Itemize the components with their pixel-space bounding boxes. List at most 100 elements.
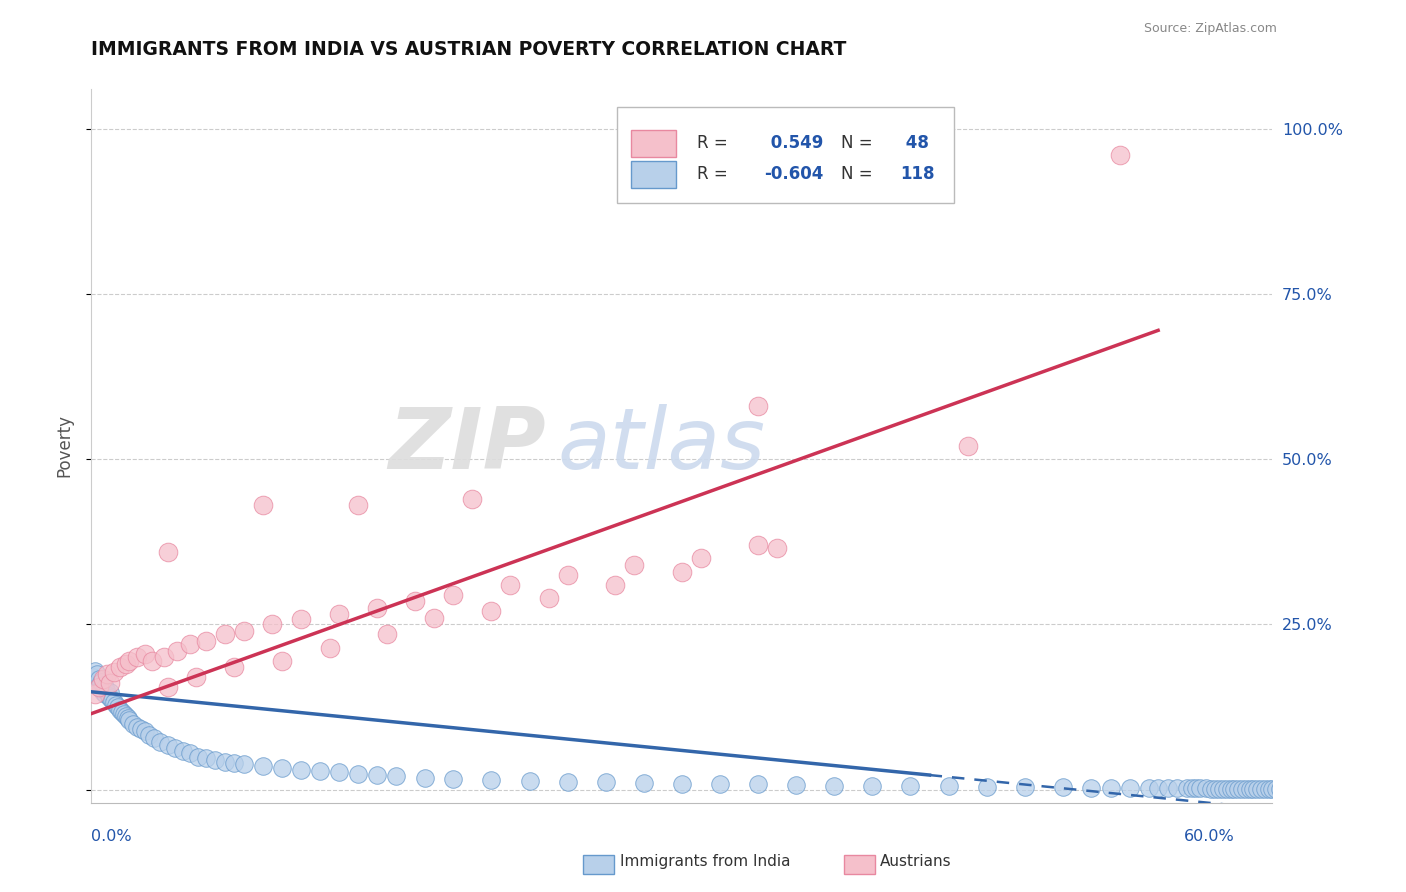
Point — [224, 756, 246, 771]
Point — [1195, 781, 1218, 796]
Point — [1246, 781, 1268, 796]
Text: Immigrants from India: Immigrants from India — [620, 855, 790, 869]
Point — [366, 600, 388, 615]
Text: R =: R = — [697, 135, 728, 153]
Point — [101, 693, 124, 707]
Point — [1212, 781, 1234, 796]
Point — [108, 703, 131, 717]
Point — [86, 667, 108, 681]
Text: 60.0%: 60.0% — [1184, 830, 1234, 844]
Point — [86, 677, 108, 691]
Point — [1322, 781, 1344, 796]
Point — [87, 672, 110, 686]
Point — [1326, 781, 1348, 796]
Point — [1227, 781, 1250, 796]
Point — [537, 591, 560, 605]
Point — [1234, 781, 1257, 796]
Point — [232, 757, 254, 772]
Text: N =: N = — [841, 135, 873, 153]
Point — [290, 612, 312, 626]
Point — [1208, 781, 1230, 796]
Point — [290, 763, 312, 777]
Point — [118, 713, 141, 727]
Point — [519, 774, 541, 789]
Point — [633, 776, 655, 790]
Point — [90, 682, 112, 697]
Point — [1219, 781, 1241, 796]
Point — [1052, 780, 1074, 794]
Point — [204, 753, 226, 767]
Point — [481, 772, 503, 787]
Point — [956, 439, 979, 453]
Point — [179, 746, 201, 760]
Point — [747, 400, 769, 414]
Point — [404, 594, 426, 608]
Point — [1333, 781, 1355, 796]
Point — [91, 678, 114, 692]
Point — [214, 627, 236, 641]
Point — [1230, 781, 1253, 796]
Point — [186, 670, 208, 684]
Point — [1175, 781, 1198, 796]
Point — [1288, 781, 1310, 796]
Point — [860, 779, 883, 793]
Point — [93, 680, 115, 694]
Text: Source: ZipAtlas.com: Source: ZipAtlas.com — [1143, 22, 1277, 36]
Point — [1080, 780, 1102, 795]
Point — [187, 749, 209, 764]
Point — [747, 538, 769, 552]
Text: ZIP: ZIP — [388, 404, 546, 488]
Point — [766, 541, 789, 556]
Point — [172, 744, 194, 758]
Point — [232, 624, 254, 638]
Point — [127, 720, 149, 734]
Text: 0.0%: 0.0% — [91, 830, 132, 844]
Text: -0.604: -0.604 — [765, 165, 824, 183]
Point — [84, 664, 107, 678]
Point — [107, 700, 129, 714]
Text: R =: R = — [697, 165, 728, 183]
Point — [623, 558, 645, 572]
Text: 48: 48 — [900, 135, 929, 153]
Point — [252, 759, 274, 773]
Point — [165, 741, 187, 756]
Point — [671, 565, 693, 579]
Point — [423, 611, 446, 625]
Point — [1261, 781, 1284, 796]
Point — [1137, 780, 1160, 795]
Point — [1147, 781, 1170, 796]
Point — [1310, 781, 1333, 796]
Point — [105, 698, 128, 712]
Point — [252, 499, 274, 513]
Point — [1189, 781, 1212, 796]
Point — [194, 634, 217, 648]
Point — [87, 680, 110, 694]
Point — [441, 772, 464, 786]
Point — [1319, 781, 1341, 796]
Point — [1284, 781, 1306, 796]
Point — [100, 685, 122, 699]
Point — [481, 604, 503, 618]
Point — [1201, 781, 1223, 796]
Point — [709, 777, 731, 791]
Point — [179, 637, 201, 651]
Point — [1185, 781, 1208, 796]
Point — [134, 647, 156, 661]
Point — [461, 491, 484, 506]
Point — [385, 769, 408, 783]
Point — [129, 722, 152, 736]
Point — [1118, 780, 1140, 795]
Point — [1223, 781, 1246, 796]
Point — [976, 780, 998, 794]
Point — [114, 657, 136, 671]
Point — [103, 695, 125, 709]
Point — [1277, 781, 1299, 796]
Point — [1239, 781, 1261, 796]
Point — [309, 764, 332, 778]
Point — [1181, 781, 1204, 796]
Point — [366, 768, 388, 782]
Point — [1166, 781, 1188, 796]
Point — [84, 673, 107, 688]
Point — [270, 654, 292, 668]
Point — [224, 660, 246, 674]
